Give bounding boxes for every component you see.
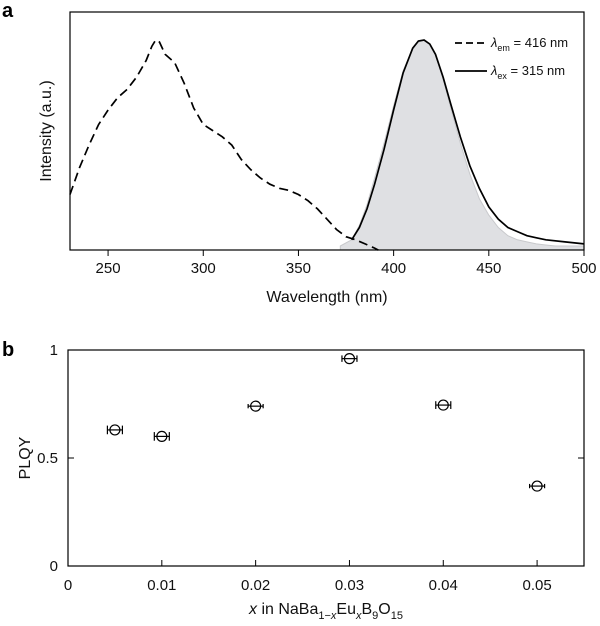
b-x-tick-label: 0.03 (335, 577, 364, 594)
b-x-tick-label: 0.01 (147, 577, 176, 594)
b-x-tick-label: 0.05 (522, 577, 551, 594)
a-x-tick-label: 250 (96, 260, 121, 277)
a-x-ticks: 250 300 350 400 450 500 (96, 250, 597, 277)
a-x-tick-label: 300 (191, 260, 216, 277)
b-x-tick-label: 0 (64, 577, 72, 594)
b-y-axis-title: PLQY (17, 436, 34, 479)
b-data-point (435, 399, 452, 411)
b-x-ticks: 0 0.01 0.02 0.03 0.04 0.05 (64, 560, 552, 594)
b-y-tick-label: 1 (50, 342, 58, 359)
b-data-point (153, 430, 170, 442)
b-plot-frame (67, 349, 585, 567)
panel-b: b 0 0.01 0.02 0.03 0.04 0.05 00.51 PLQY x in … (2, 339, 585, 622)
b-y-tick-label: 0.5 (37, 450, 58, 467)
panel-b-label: b (2, 339, 14, 361)
legend-entry-ex: λex = 315 nm (490, 63, 565, 81)
legend-entry-em: λem = 416 nm (490, 35, 568, 53)
b-y-ticks: 00.51 (37, 342, 584, 575)
panel-a: a 250 300 350 400 450 500 Wavelength (nm) Int… (2, 0, 597, 306)
a-x-tick-label: 350 (286, 260, 311, 277)
b-data-point (106, 424, 124, 436)
b-x-tick-label: 0.02 (241, 577, 270, 594)
b-y-tick-label: 0 (50, 558, 58, 575)
a-x-tick-label: 450 (476, 260, 501, 277)
a-x-tick-label: 500 (571, 260, 596, 277)
b-x-axis-title: x in NaBa1−xEuxB9O15 (248, 601, 403, 622)
b-data-point (247, 400, 264, 412)
b-x-tick-label: 0.04 (429, 577, 458, 594)
panel-a-label: a (2, 0, 14, 22)
a-x-tick-label: 400 (381, 260, 406, 277)
a-y-axis-title: Intensity (a.u.) (38, 80, 55, 181)
a-plot-frame (69, 11, 585, 251)
a-x-axis-title: Wavelength (nm) (266, 289, 387, 306)
a-excitation-dashed-line (69, 38, 379, 251)
a-legend: λem = 416 nm λex = 315 nm (455, 35, 568, 81)
a-shaded-emission-fit (339, 39, 585, 251)
b-data-points (106, 353, 546, 492)
a-emission-solid-line (350, 39, 585, 245)
b-data-point (341, 353, 358, 365)
b-data-point (528, 480, 546, 492)
